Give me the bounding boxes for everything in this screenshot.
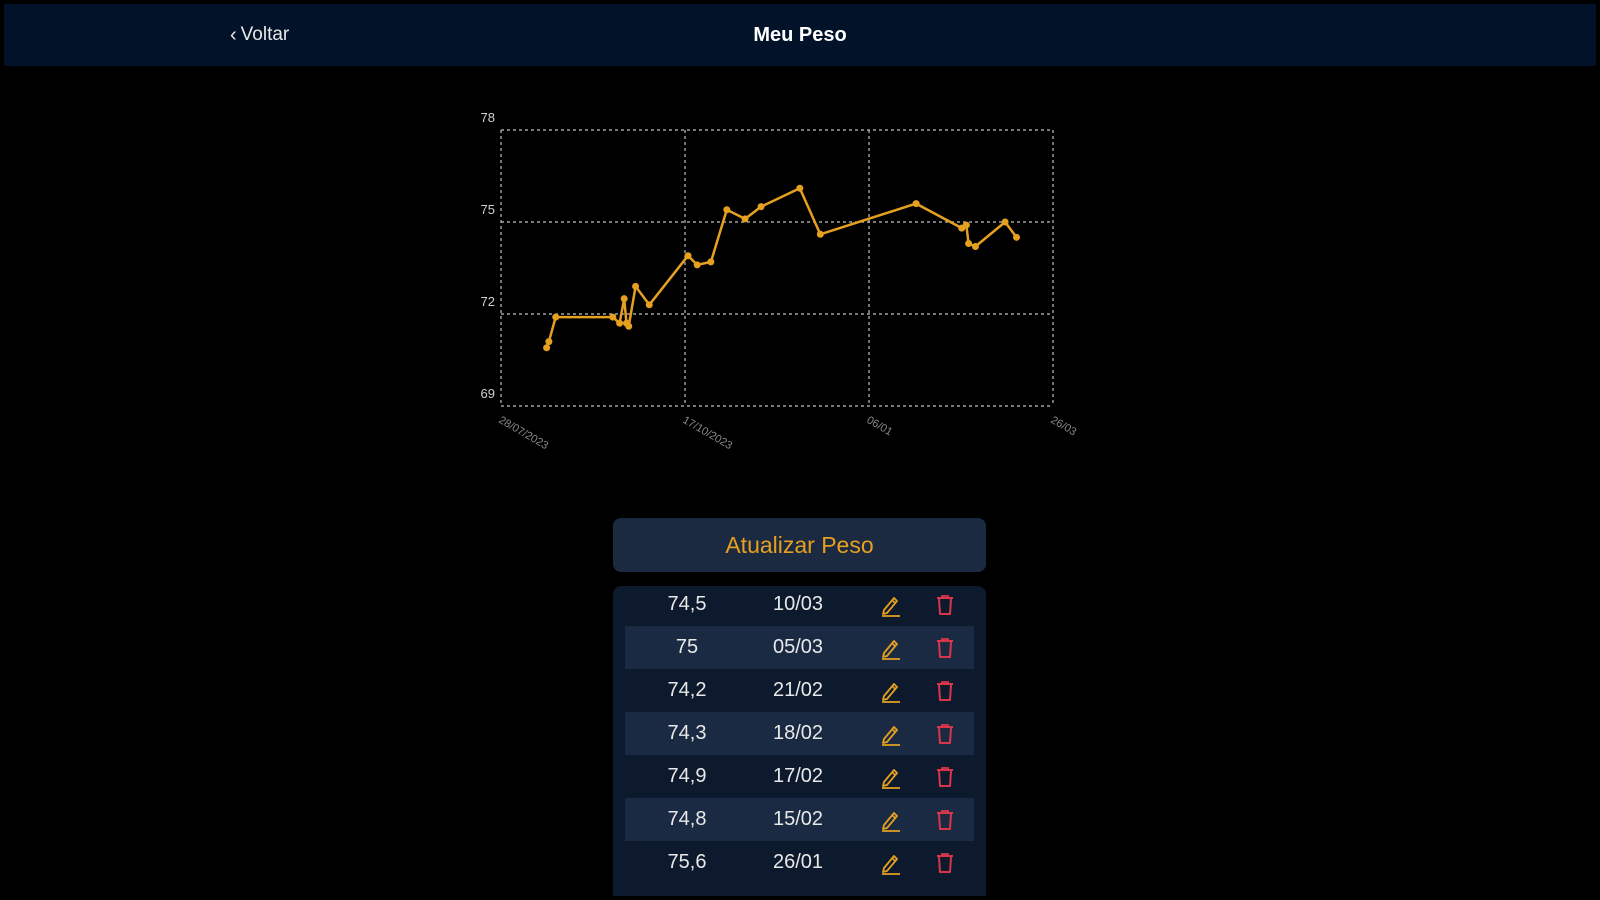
y-tick-label: 72 [481,294,495,309]
data-point [543,344,551,352]
weight-entry-row: 75 05/03 [625,626,974,669]
data-point [1001,218,1009,226]
entry-date: 21/02 [772,679,824,701]
top-bar: ‹ Voltar Meu Peso [4,4,1596,66]
weight-entry-row: 74,2 21/02 [625,669,974,712]
x-tick-label: 28/07/2023 [497,414,551,452]
x-tick-label: 26/03 [1049,414,1079,438]
entry-date: 05/03 [772,636,824,658]
data-point [1013,233,1021,241]
trash-icon[interactable] [934,765,956,789]
entry-weight: 75,6 [667,851,707,873]
trash-icon[interactable] [934,722,956,746]
pencil-icon[interactable] [879,765,903,789]
entry-date: 26/01 [772,851,824,873]
weight-entry-row: 74,8 15/02 [625,798,974,841]
entry-weight: 74,8 [667,808,707,830]
data-point [723,206,731,214]
entry-weight: 74,9 [667,765,707,787]
data-point [684,252,692,260]
data-point [707,258,715,266]
back-button[interactable]: ‹ Voltar [230,24,289,46]
back-label: Voltar [240,24,290,45]
entry-date: 18/02 [772,722,824,744]
weight-entry-row: 74,9 17/02 [625,755,974,798]
trash-icon[interactable] [934,851,956,875]
pencil-icon[interactable] [879,851,903,875]
pencil-icon[interactable] [879,722,903,746]
trash-icon[interactable] [934,679,956,703]
data-point [816,230,824,238]
page-title: Meu Peso [753,24,847,46]
y-tick-label: 78 [481,110,495,125]
data-point [962,221,970,229]
entry-weight: 74,2 [667,679,707,701]
weight-entry-row: 74,5 10/03 [625,586,974,626]
pencil-icon[interactable] [879,636,903,660]
trash-icon[interactable] [934,593,956,617]
data-point [625,322,633,330]
y-tick-label: 69 [481,386,495,401]
trash-icon[interactable] [934,636,956,660]
pencil-icon[interactable] [879,593,903,617]
entry-date: 10/03 [772,593,824,615]
data-point [632,282,640,290]
data-point [757,203,765,211]
y-tick-label: 75 [481,202,495,217]
x-tick-label: 06/01 [865,414,895,438]
data-point [645,301,653,309]
pencil-icon[interactable] [879,679,903,703]
update-weight-button[interactable]: Atualizar Peso [613,518,986,572]
data-point [741,215,749,223]
data-point [796,184,804,192]
entry-weight: 74,3 [667,722,707,744]
entry-weight: 75 [675,636,699,658]
entry-date: 17/02 [772,765,824,787]
pencil-icon[interactable] [879,808,903,832]
weight-entry-row: 74,3 18/02 [625,712,974,755]
data-point [616,319,624,327]
weight-entry-row: 75,6 26/01 [625,841,974,884]
data-point [912,200,920,208]
data-point [552,313,560,321]
chevron-left-icon: ‹ [230,24,237,46]
data-point [545,338,553,346]
data-point [609,313,617,321]
x-tick-label: 17/10/2023 [681,414,735,452]
weight-history-list: 74,5 10/03 75 05/03 74,2 21/02 74,3 18/02 74,9 17… [613,586,986,896]
weight-chart: 69 72 75 78 28/07/2023 17/10/2023 06/01 26/03 [481,110,1079,452]
trash-icon[interactable] [934,808,956,832]
entry-weight: 74,5 [667,593,707,615]
data-point [693,261,701,269]
data-point [971,243,979,251]
data-point [620,295,628,303]
data-point [965,239,973,247]
entry-date: 15/02 [772,808,824,830]
